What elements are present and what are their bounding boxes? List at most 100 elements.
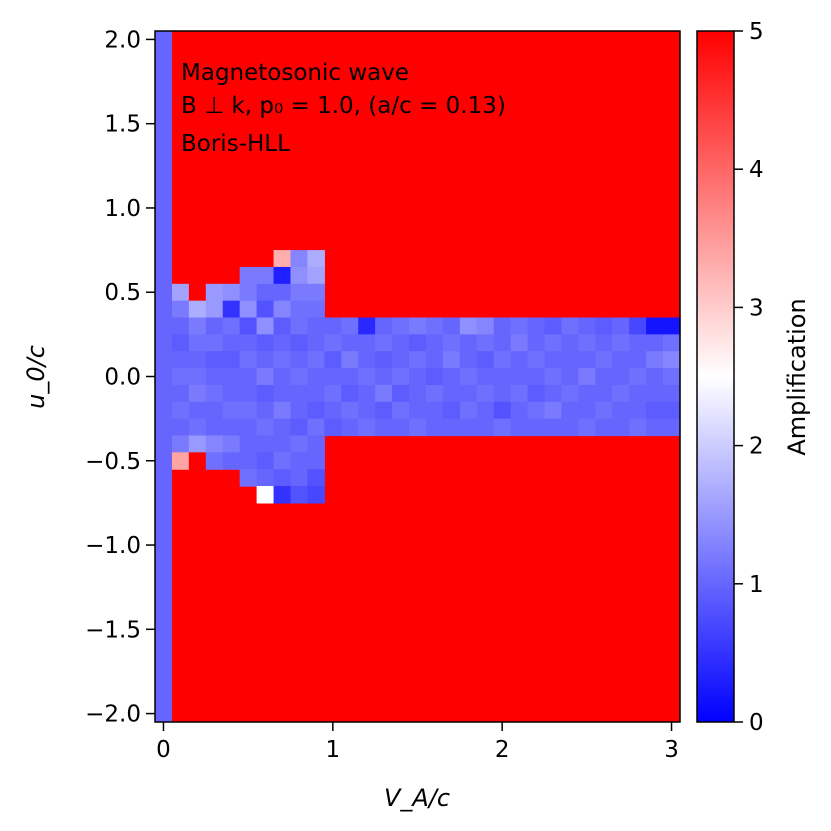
heatmap-cell <box>392 334 410 352</box>
heatmap-cell <box>239 368 258 386</box>
heatmap-cell <box>307 351 325 369</box>
x-axis: 0 1 2 3 <box>156 722 679 763</box>
heatmap-cell <box>171 300 190 319</box>
heatmap-cell <box>459 334 478 352</box>
heatmap-cell <box>375 401 393 420</box>
y-tick-label: 0.0 <box>104 365 141 391</box>
heatmap-cell <box>425 317 444 335</box>
heatmap-cell <box>442 334 461 352</box>
heatmap-cell <box>205 384 224 403</box>
heatmap-cell <box>409 401 427 420</box>
heatmap-cell <box>459 368 478 386</box>
heatmap-cell <box>561 317 579 335</box>
heatmap-cell <box>273 401 292 420</box>
heatmap-cell <box>409 351 427 369</box>
heatmap-cell <box>171 368 190 386</box>
colorbar <box>696 30 735 723</box>
annotation-line-3: Boris-HLL <box>181 131 290 157</box>
heatmap-cell <box>307 250 325 268</box>
heatmap-cell <box>256 384 275 403</box>
heatmap-cell <box>527 334 546 352</box>
heatmap-cell <box>341 384 359 403</box>
heatmap-cell <box>290 486 309 504</box>
heatmap-cell <box>273 469 292 487</box>
heatmap-cell <box>358 401 376 420</box>
heatmap-cell <box>561 351 579 369</box>
heatmap-cell <box>222 283 241 302</box>
y-axis-label: u_0/c <box>22 345 50 409</box>
heatmap-cell <box>578 384 596 403</box>
heatmap-cell <box>205 283 224 302</box>
heatmap-cell <box>273 334 292 352</box>
heatmap-cell <box>544 418 563 437</box>
heatmap-cell <box>375 334 393 352</box>
heatmap-cell <box>222 435 241 453</box>
heatmap-cell <box>222 384 241 403</box>
heatmap-cell <box>222 452 241 470</box>
heatmap-cell <box>663 317 681 335</box>
heatmap-cell <box>595 368 613 386</box>
heatmap-cell <box>256 317 275 335</box>
y-tick-label: 0.5 <box>104 280 141 306</box>
heatmap-cell <box>663 384 681 403</box>
heatmap-cell <box>256 300 275 319</box>
heatmap-cell <box>612 418 630 437</box>
heatmap-cell <box>290 266 309 285</box>
colorbar-label: Amplification <box>783 298 811 455</box>
heatmap-cell <box>629 418 647 437</box>
heatmap-cell <box>239 317 258 335</box>
heatmap-cell <box>188 368 207 386</box>
x-axis-label: V_A/c <box>384 784 450 812</box>
heatmap-cell <box>341 401 359 420</box>
heatmap-cell <box>663 334 681 352</box>
heatmap-cell <box>527 351 546 369</box>
heatmap-cell <box>646 351 664 369</box>
heatmap-cell <box>205 401 224 420</box>
x-tick-label: 1 <box>326 737 341 763</box>
heatmap-cell <box>188 384 207 403</box>
heatmap-cell <box>307 266 325 285</box>
heatmap-cell <box>527 368 546 386</box>
y-tick-label: −0.5 <box>85 449 141 475</box>
heatmap-cell <box>561 368 579 386</box>
heatmap-cell <box>307 486 325 504</box>
heatmap-cell <box>459 418 478 437</box>
heatmap-cell <box>171 384 190 403</box>
colorbar-tick-label: 2 <box>749 434 764 460</box>
colorbar-axis: 0 1 2 3 4 5 <box>734 19 764 736</box>
heatmap-cell <box>341 334 359 352</box>
heatmap-cell <box>392 317 410 335</box>
heatmap-cell <box>476 401 495 420</box>
heatmap-cell <box>256 418 275 437</box>
colorbar-tick-label: 0 <box>749 710 764 736</box>
heatmap-cell <box>324 317 342 335</box>
heatmap-cell <box>646 401 664 420</box>
heatmap-cell <box>527 418 546 437</box>
heatmap-cell <box>290 250 309 268</box>
heatmap-cell <box>273 418 292 437</box>
y-tick-label: −2.0 <box>85 702 141 728</box>
heatmap-cell <box>375 418 393 437</box>
heatmap-cell <box>205 452 224 470</box>
heatmap-cell <box>290 368 309 386</box>
heatmap-cell <box>324 351 342 369</box>
x-tick-label: 2 <box>495 737 510 763</box>
heatmap-cell <box>629 384 647 403</box>
heatmap-cell <box>222 317 241 335</box>
heatmap-cell <box>188 435 207 453</box>
heatmap-cell <box>358 418 376 437</box>
heatmap-cell <box>358 351 376 369</box>
heatmap-cell <box>476 368 495 386</box>
heatmap-cell <box>171 351 190 369</box>
heatmap-cell <box>612 368 630 386</box>
heatmap-cell <box>375 317 393 335</box>
heatmap-cell <box>527 317 546 335</box>
heatmap-cell <box>239 351 258 369</box>
heatmap-cell <box>544 317 563 335</box>
heatmap-cell <box>290 300 309 319</box>
heatmap-cell <box>171 401 190 420</box>
y-tick-label: 1.5 <box>104 112 141 138</box>
heatmap-cell <box>222 401 241 420</box>
heatmap-cell <box>629 351 647 369</box>
heatmap-cell <box>442 401 461 420</box>
